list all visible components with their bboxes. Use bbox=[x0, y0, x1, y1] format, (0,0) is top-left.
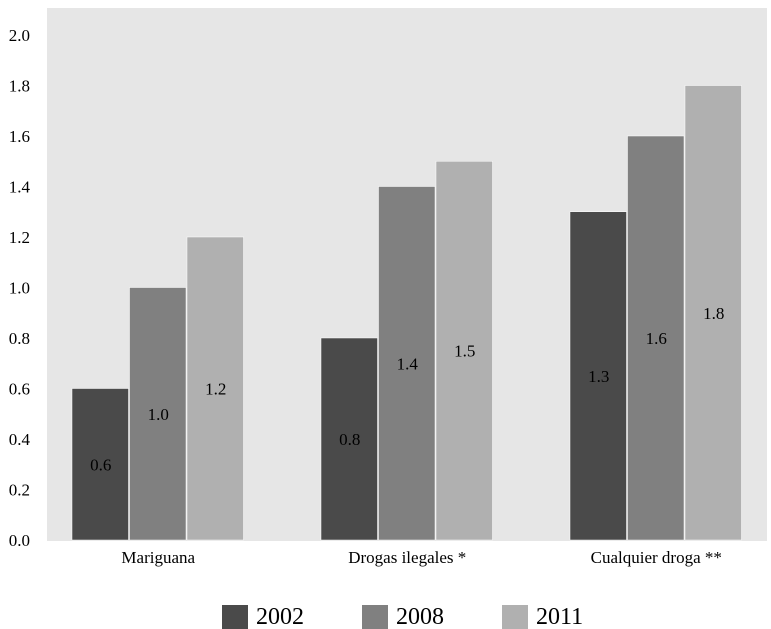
bar-2011-2 bbox=[435, 161, 493, 541]
category-label: Cualquier droga ** bbox=[591, 548, 722, 567]
legend-swatch-2002 bbox=[222, 605, 248, 629]
data-label: 0.6 bbox=[90, 455, 111, 474]
y-tick-label: 0.4 bbox=[9, 430, 31, 449]
data-labels: 0.6 1.0 1.2 0.8 1.4 1.5 1.3 1.6 1.8 bbox=[90, 304, 724, 475]
category-label: Drogas ilegales * bbox=[348, 548, 466, 567]
legend-swatch-2008 bbox=[362, 605, 388, 629]
y-tick-label: 0.8 bbox=[9, 329, 30, 348]
x-axis: Mariguana Drogas ilegales * Cualquier drog… bbox=[121, 548, 721, 567]
data-label: 1.8 bbox=[703, 304, 724, 323]
legend: 2002 2008 2011 bbox=[222, 604, 583, 629]
data-label: 1.5 bbox=[454, 342, 475, 361]
y-tick-label: 1.8 bbox=[9, 77, 30, 96]
bars bbox=[71, 85, 742, 541]
y-tick-label: 0.6 bbox=[9, 380, 30, 399]
data-label: 1.3 bbox=[588, 367, 609, 386]
y-tick-label: 1.2 bbox=[9, 228, 30, 247]
y-tick-label: 1.4 bbox=[9, 178, 31, 197]
y-tick-label: 0.0 bbox=[9, 531, 30, 550]
data-label: 1.2 bbox=[205, 380, 226, 399]
y-tick-label: 0.2 bbox=[9, 481, 30, 500]
y-tick-label: 2.0 bbox=[9, 26, 30, 45]
data-label: 1.0 bbox=[148, 405, 169, 424]
data-label: 1.4 bbox=[397, 354, 419, 373]
bar-2011-3 bbox=[684, 85, 742, 541]
y-tick-label: 1.0 bbox=[9, 279, 30, 298]
bar-2002-2 bbox=[320, 337, 378, 541]
legend-label: 2008 bbox=[396, 604, 444, 629]
legend-label: 2002 bbox=[256, 604, 304, 629]
data-label: 0.8 bbox=[339, 430, 360, 449]
bar-2002-3 bbox=[569, 211, 627, 541]
bar-2002-1 bbox=[71, 388, 129, 541]
bar-2008-1 bbox=[129, 287, 187, 541]
category-label: Mariguana bbox=[121, 548, 195, 567]
data-label: 1.6 bbox=[646, 329, 667, 348]
legend-swatch-2011 bbox=[502, 605, 528, 629]
y-axis: 0.0 0.2 0.4 0.6 0.8 1.0 1.2 1.4 1.6 1.8 2.0 bbox=[9, 26, 31, 550]
y-tick-label: 1.6 bbox=[9, 127, 30, 146]
bar-2011-1 bbox=[186, 236, 244, 541]
bar-2008-2 bbox=[378, 186, 436, 541]
legend-label: 2011 bbox=[536, 604, 583, 629]
bar-2008-3 bbox=[627, 135, 685, 541]
